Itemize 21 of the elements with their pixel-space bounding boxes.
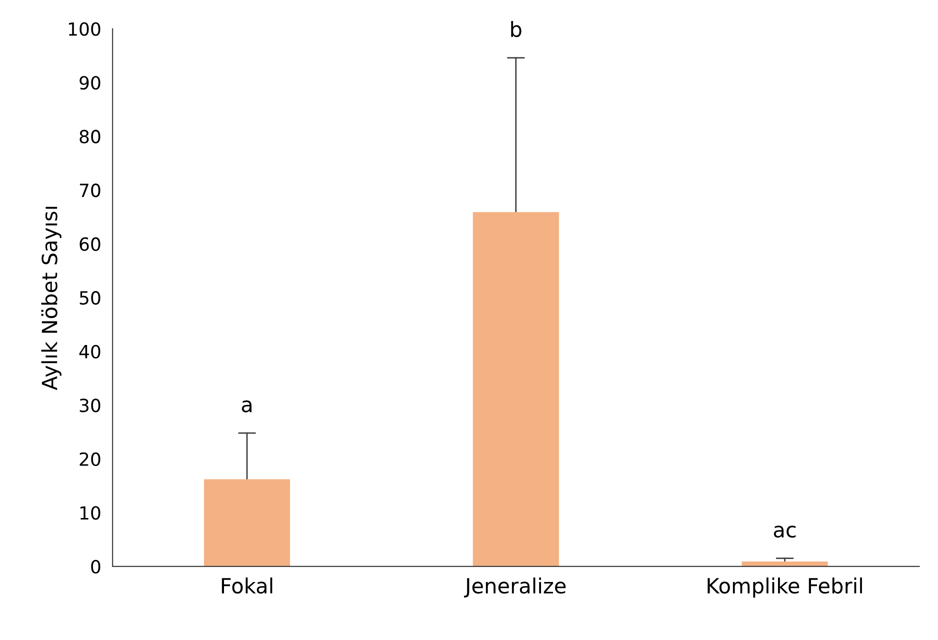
y-axis-title: Aylık Nöbet Sayısı — [41, 206, 62, 390]
y-tick-label: 10 — [80, 506, 100, 520]
bar — [742, 562, 828, 566]
y-tick-label: 0 — [91, 560, 100, 574]
y-tick-label: 90 — [80, 76, 100, 90]
y-tick-label: 40 — [79, 344, 100, 358]
bar — [204, 479, 290, 566]
annotation: b — [511, 21, 522, 38]
y-tick-label: 70 — [80, 184, 100, 198]
y-tick-label: 50 — [80, 291, 100, 305]
y-tick-label: 20 — [80, 452, 100, 466]
bar — [472, 212, 559, 566]
y-tick-label: 30 — [80, 398, 100, 412]
y-tick-label: 60 — [80, 237, 100, 251]
x-tick-label: Jeneralize — [464, 578, 566, 598]
annotation: a — [242, 400, 252, 412]
x-tick-label: Komplike Febril — [708, 578, 862, 598]
y-tick-label: 80 — [80, 130, 100, 144]
x-tick-label: Fokal — [222, 578, 272, 594]
y-tick-label: 100 — [68, 22, 100, 36]
annotation: ac — [774, 526, 796, 538]
